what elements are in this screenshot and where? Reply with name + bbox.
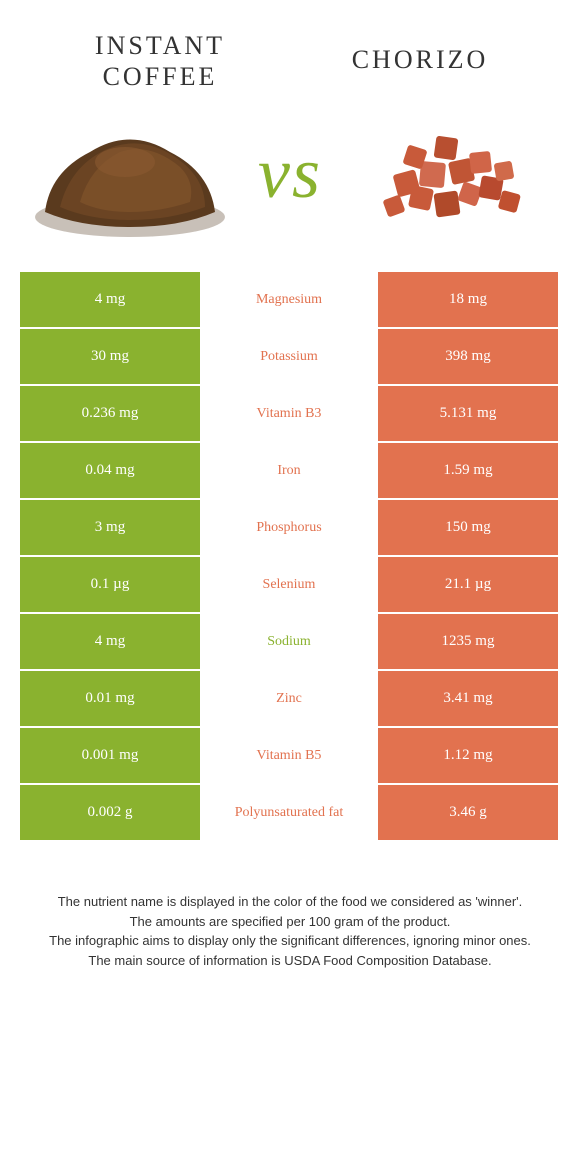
footer-line4: The main source of information is USDA F… xyxy=(30,951,550,971)
footer-line2: The amounts are specified per 100 gram o… xyxy=(30,912,550,932)
left-value-cell: 4 mg xyxy=(20,614,200,669)
footer-line3: The infographic aims to display only the… xyxy=(30,931,550,951)
nutrient-name-cell: Selenium xyxy=(200,557,378,612)
table-row: 0.01 mgZinc3.41 mg xyxy=(20,671,560,726)
right-value-cell: 150 mg xyxy=(378,500,558,555)
footer-notes: The nutrient name is displayed in the co… xyxy=(30,892,550,970)
nutrient-name-cell: Phosphorus xyxy=(200,500,378,555)
nutrient-name-cell: Iron xyxy=(200,443,378,498)
left-value-cell: 0.1 µg xyxy=(20,557,200,612)
left-value-cell: 0.01 mg xyxy=(20,671,200,726)
right-value-cell: 5.131 mg xyxy=(378,386,558,441)
nutrient-table: 4 mgMagnesium18 mg30 mgPotassium398 mg0.… xyxy=(20,272,560,842)
footer-line1: The nutrient name is displayed in the co… xyxy=(30,892,550,912)
left-value-cell: 0.236 mg xyxy=(20,386,200,441)
table-row: 0.001 mgVitamin B51.12 mg xyxy=(20,728,560,783)
left-value-cell: 30 mg xyxy=(20,329,200,384)
chorizo-image xyxy=(340,102,560,252)
right-title: CHORIZO xyxy=(352,45,489,74)
left-value-cell: 4 mg xyxy=(20,272,200,327)
nutrient-name-cell: Polyunsaturated fat xyxy=(200,785,378,840)
table-row: 4 mgSodium1235 mg xyxy=(20,614,560,669)
left-title-line1: INSTANT xyxy=(95,31,225,60)
table-row: 30 mgPotassium398 mg xyxy=(20,329,560,384)
nutrient-name-cell: Magnesium xyxy=(200,272,378,327)
right-value-cell: 1.59 mg xyxy=(378,443,558,498)
nutrient-name-cell: Vitamin B3 xyxy=(200,386,378,441)
coffee-image xyxy=(20,102,240,252)
table-row: 0.002 gPolyunsaturated fat3.46 g xyxy=(20,785,560,840)
left-title-line2: COFFEE xyxy=(103,62,218,91)
right-value-cell: 1.12 mg xyxy=(378,728,558,783)
table-row: 3 mgPhosphorus150 mg xyxy=(20,500,560,555)
table-row: 0.1 µgSelenium21.1 µg xyxy=(20,557,560,612)
nutrient-name-cell: Vitamin B5 xyxy=(200,728,378,783)
right-value-cell: 3.41 mg xyxy=(378,671,558,726)
table-row: 0.236 mgVitamin B35.131 mg xyxy=(20,386,560,441)
left-value-cell: 0.04 mg xyxy=(20,443,200,498)
right-value-cell: 1235 mg xyxy=(378,614,558,669)
right-value-cell: 18 mg xyxy=(378,272,558,327)
table-row: 4 mgMagnesium18 mg xyxy=(20,272,560,327)
right-value-cell: 3.46 g xyxy=(378,785,558,840)
right-value-cell: 398 mg xyxy=(378,329,558,384)
left-value-cell: 3 mg xyxy=(20,500,200,555)
food-images-row: vs xyxy=(0,102,580,272)
chorizo-cubes-icon xyxy=(350,112,550,242)
header-titles: INSTANT COFFEE CHORIZO xyxy=(0,0,580,102)
left-food-title: INSTANT COFFEE xyxy=(60,30,260,92)
vs-label: vs xyxy=(258,132,322,215)
right-food-title: CHORIZO xyxy=(320,30,520,75)
nutrient-name-cell: Zinc xyxy=(200,671,378,726)
table-row: 0.04 mgIron1.59 mg xyxy=(20,443,560,498)
left-value-cell: 0.002 g xyxy=(20,785,200,840)
nutrient-name-cell: Potassium xyxy=(200,329,378,384)
left-value-cell: 0.001 mg xyxy=(20,728,200,783)
coffee-powder-icon xyxy=(30,112,230,242)
nutrient-name-cell: Sodium xyxy=(200,614,378,669)
right-value-cell: 21.1 µg xyxy=(378,557,558,612)
